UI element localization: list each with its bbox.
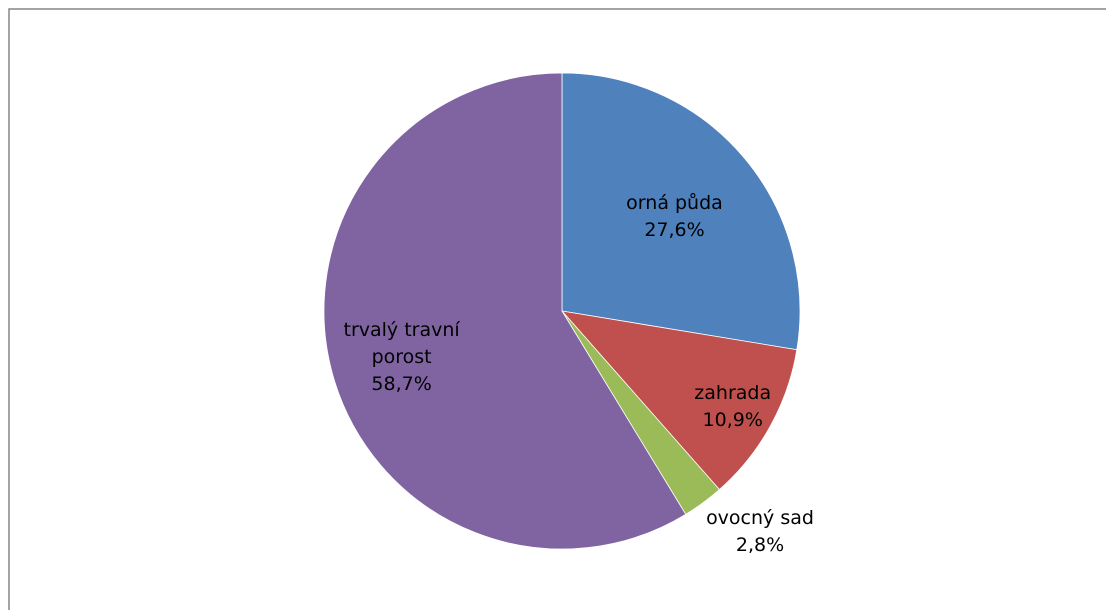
slice-name: orná půda — [626, 192, 723, 214]
slice-label-4: trvalý travní porost 58,7% — [344, 319, 461, 395]
pie-slices — [323, 72, 801, 550]
slice-name: trvalý travní porost — [344, 319, 461, 368]
slice-labels: orná půda 27,6% zahrada 10,9% ovocný sad 2,8%… — [344, 192, 814, 556]
pie-slice-2 — [560, 310, 798, 491]
slice-name: zahrada — [694, 382, 771, 404]
slice-value-label: 2,8% — [736, 534, 784, 556]
slice-label-2: zahrada 10,9% — [694, 382, 771, 431]
slice-label-3: ovocný sad 2,8% — [706, 507, 814, 556]
slice-value-label: 10,9% — [703, 409, 763, 431]
pie-slice-4 — [323, 72, 687, 550]
pie-slice-1 — [561, 72, 801, 351]
slice-label-1: orná půda 27,6% — [626, 192, 723, 241]
slice-value-label: 27,6% — [644, 219, 704, 241]
slice-name: ovocný sad — [706, 507, 814, 529]
slice-value-label: 58,7% — [371, 373, 431, 395]
